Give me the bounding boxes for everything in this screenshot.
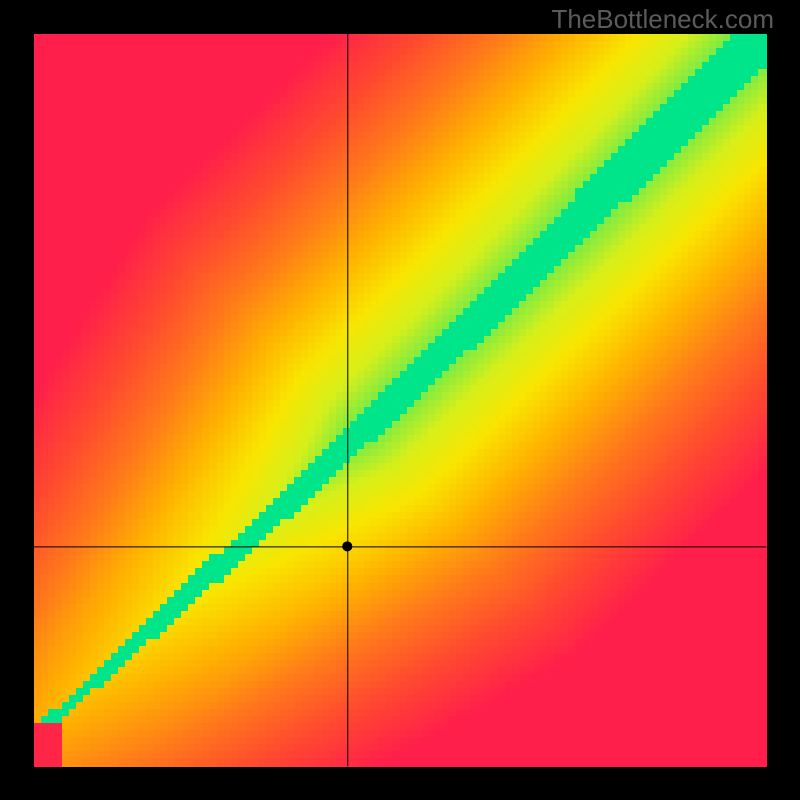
chart-container: TheBottleneck.com (0, 0, 800, 800)
bottleneck-heatmap (0, 0, 800, 800)
